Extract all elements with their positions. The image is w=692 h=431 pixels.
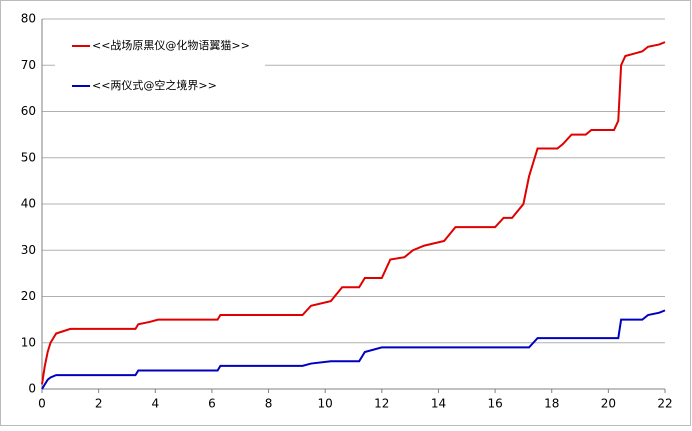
y-tick-label: 60 [21, 104, 36, 118]
y-tick-label: 40 [21, 197, 36, 211]
x-tick-label: 14 [431, 397, 446, 411]
x-tick-label: 16 [487, 397, 502, 411]
legend-label: <<战场原黒仪@化物语翼猫>> [92, 38, 250, 52]
y-tick-label: 50 [21, 150, 36, 164]
x-tick-label: 0 [38, 397, 46, 411]
y-tick-label: 80 [21, 12, 36, 26]
x-tick-label: 4 [151, 397, 159, 411]
legend-label: <<两仪式@空之境界>> [92, 78, 217, 92]
x-tick-label: 20 [601, 397, 616, 411]
x-tick-label: 2 [95, 397, 103, 411]
x-tick-label: 6 [208, 397, 216, 411]
x-tick-label: 8 [265, 397, 273, 411]
y-tick-label: 30 [21, 243, 36, 257]
x-tick-label: 10 [318, 397, 333, 411]
y-tick-label: 70 [21, 58, 36, 72]
x-tick-label: 18 [544, 397, 559, 411]
y-tick-label: 0 [28, 382, 36, 396]
x-tick-label: 22 [657, 397, 672, 411]
y-tick-label: 10 [21, 335, 36, 349]
y-tick-label: 20 [21, 289, 36, 303]
series-line [41, 41, 666, 385]
legend-box [55, 30, 265, 105]
series-line [41, 309, 666, 390]
x-tick-label: 12 [374, 397, 389, 411]
